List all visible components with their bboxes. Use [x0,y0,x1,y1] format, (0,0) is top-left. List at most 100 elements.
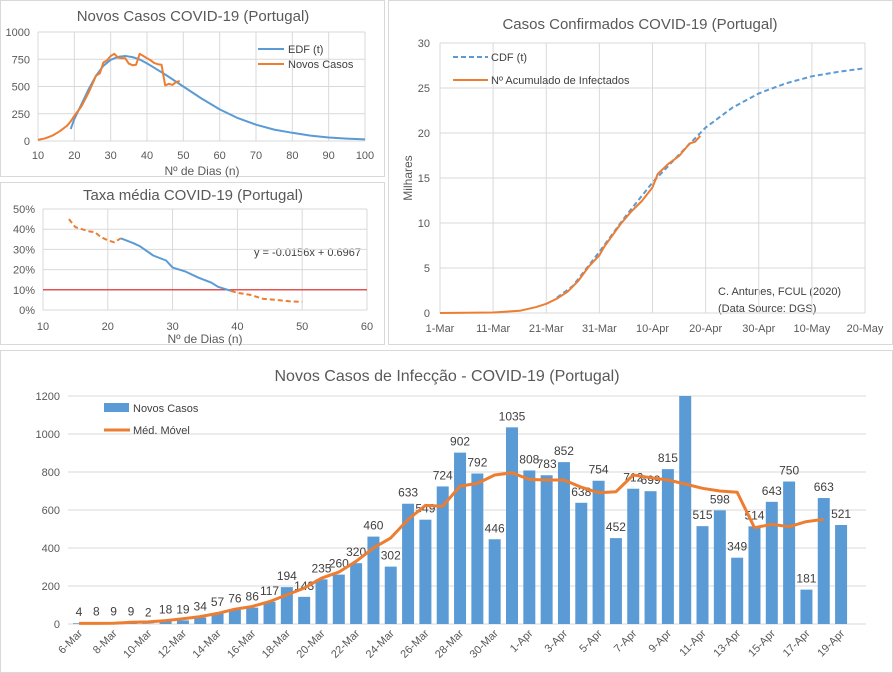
chart3-x-tick: 20-May [847,323,884,335]
chart3-y-tick: 10 [418,218,430,230]
chart4-bar-data-label: 549 [415,502,435,516]
chart4-bar [211,613,224,624]
chart2-y-tick: 0% [19,305,35,317]
chart4-bar [506,427,518,624]
chart2-x-tick: 40 [231,321,243,333]
chart4-y-tick: 0 [54,619,60,631]
chart4-bar-data-label: 349 [727,540,747,554]
chart4-bar-data-label: 117 [260,584,279,598]
chart4-bar-data-label: 460 [363,519,383,533]
chart2-x-tick: 50 [296,321,308,333]
chart1-x-tick: 30 [105,150,117,162]
chart4-bar [367,536,380,624]
chart4-y-tick: 600 [42,505,60,517]
chart4-bar [332,574,345,624]
chart4-bar [540,475,553,624]
chart4-y-tick: 800 [42,467,60,479]
chart3-legend-label: CDF (t) [491,52,527,64]
chart4-bar-data-label: 452 [606,520,626,534]
chart2-title: Taxa média COVID-19 (Portugal) [83,187,303,204]
chart4-bar-data-label: 9 [128,604,135,618]
chart4-bar [350,563,363,624]
chart4-y-tick: 400 [42,543,60,555]
chart4-bar-data-label: 633 [398,486,418,500]
chart4-bar [661,469,674,624]
chart1-y-tick: 1000 [6,27,30,39]
chart3-x-tick: 20-Apr [689,323,722,335]
chart2-trendline-equation: y = -0.0156x + 0.6967 [254,247,361,259]
chart4-bar-data-label: 8 [93,604,100,618]
chart4-bar [748,526,761,624]
chart1-x-tick: 10 [32,150,44,162]
chart4-bar-data-label: 18 [159,603,173,617]
chart1-x-tick: 60 [214,150,226,162]
chart3-x-tick: 10-May [794,323,831,335]
chart4-bar [488,539,501,624]
chart3-title: Casos Confirmados COVID-19 (Portugal) [502,16,777,33]
chart4-bar-data-label: 643 [762,484,782,498]
chart4-bar-data-label: 902 [450,435,470,449]
chart4-bar [523,470,536,624]
chart4-y-tick: 1000 [36,429,60,441]
chart1-x-tick: 20 [68,150,80,162]
chart2-series-line-1 [120,237,232,292]
chart4-bar-data-label: 754 [589,463,609,477]
chart4-bar [609,538,622,624]
chart2-series-line-2 [230,289,303,303]
chart4-bar-data-label: 76 [228,592,242,606]
chart4-bar [194,617,207,624]
chart4-bar [765,501,778,624]
chart3-source: (Data Source: DGS) [718,303,816,315]
chart1-legend-label: EDF (t) [288,44,323,56]
chart4-bar-data-label: 57 [211,595,225,609]
chart2-y-tick: 40% [13,224,35,236]
chart4-bar [263,601,276,624]
chart4-bar-data-label: 194 [277,569,297,583]
chart1-x-tick: 50 [177,150,189,162]
chart4-bar-data-label: 663 [814,480,834,494]
chart3-x-tick: 21-Mar [529,323,564,335]
chart3-y-tick: 5 [424,263,430,275]
chart4-bar-data-label: 783 [537,457,557,471]
chart4-legend-swatch-bars [104,403,129,412]
chart4-bar-data-label: 815 [658,451,678,465]
chart1-x-tick: 40 [141,150,153,162]
chart1-series-line-1 [37,52,180,141]
chart3-x-tick: 31-Mar [582,323,617,335]
chart4-bar [557,462,570,624]
chart1-title: Novos Casos COVID-19 (Portugal) [77,8,310,25]
chart1-x-tick: 100 [356,150,374,162]
chart4-bar [471,473,484,624]
chart1-xlabel: Nº de Dias (n) [164,164,239,178]
chart4-bar-data-label: 19 [176,602,190,616]
chart3-x-tick: 11-Mar [476,323,510,335]
chart4-bar-data-label: 515 [693,508,713,522]
chart4-bar-data-label: 598 [710,492,730,506]
chart4-bar-data-label: 86 [246,590,260,604]
chart3-credit: C. Antunes, FCUL (2020) [718,286,841,298]
chart2-x-tick: 60 [361,321,373,333]
chart3-y-tick: 25 [418,83,430,95]
chart4-bar-data-label: 724 [433,468,453,482]
chart2-x-tick: 10 [37,321,49,333]
chart2-y-tick: 20% [13,265,35,277]
chart4-bar [246,607,259,624]
chart4-bar [696,526,709,624]
panel-rate-chart [0,182,385,345]
chart4-bar [731,557,744,624]
chart4-bar-data-label: 521 [831,507,851,521]
chart4-bar [592,480,605,624]
chart2-xlabel: Nº de Dias (n) [167,332,242,346]
chart3-ylabel: Milhares [401,155,415,200]
chart4-bar-data-label: 181 [796,572,816,586]
chart1-y-tick: 500 [12,82,30,94]
chart4-bar-data-label: 792 [467,456,487,470]
chart4-bar-data-label: 235 [311,561,331,575]
chart3-x-tick: 1-Mar [426,323,455,335]
chart4-title: Novos Casos de Infecção - COVID-19 (Port… [274,368,619,385]
chart3-legend-label: Nº Acumulado de Infectados [491,75,630,87]
chart4-bar-data-label: 302 [381,549,401,563]
chart4-moving-average-line [79,471,824,625]
chart3-series-line-1 [439,135,702,314]
